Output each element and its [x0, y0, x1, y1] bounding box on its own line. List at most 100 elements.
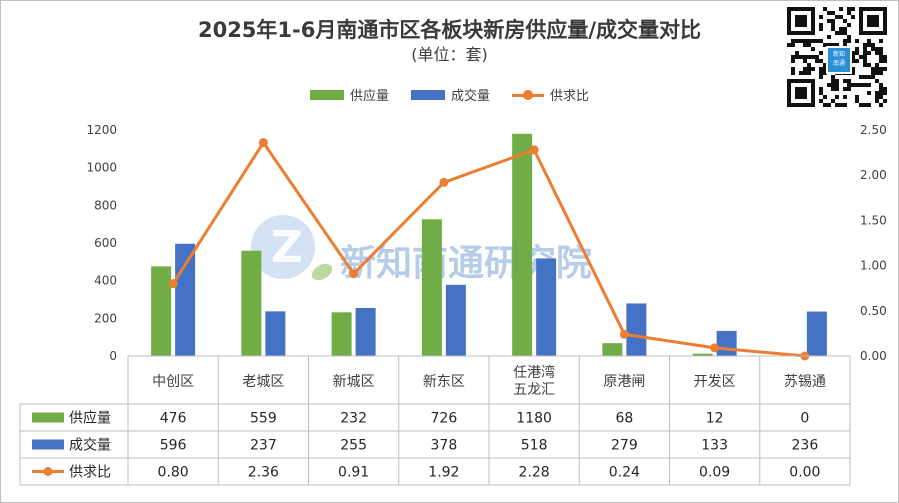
- qr-module: [863, 75, 867, 79]
- qr-module: [875, 51, 879, 55]
- qr-module: [835, 43, 839, 47]
- qr-module: [823, 95, 827, 99]
- row-label-supply: 供应量: [69, 410, 111, 427]
- table-cell: 0.91: [338, 465, 369, 481]
- qr-module: [791, 71, 795, 75]
- table-cell: 0.09: [699, 465, 730, 481]
- qr-module: [819, 59, 823, 63]
- qr-module: [883, 99, 887, 103]
- qr-module: [879, 95, 883, 99]
- qr-module: [819, 51, 823, 55]
- qr-module: [879, 67, 883, 71]
- qr-module: [843, 79, 847, 83]
- qr-module: [827, 83, 831, 87]
- qr-module: [835, 79, 839, 83]
- row-swatch-marker: [43, 467, 53, 476]
- qr-module: [843, 31, 847, 35]
- qr-module: [867, 39, 871, 43]
- qr-module: [795, 51, 799, 55]
- category-label: 中创区: [152, 374, 194, 390]
- qr-module: [835, 31, 839, 35]
- qr-module: [819, 75, 823, 79]
- qr-module: [831, 43, 835, 47]
- qr-module: [823, 43, 827, 47]
- qr-module: [827, 35, 831, 39]
- qr-module: [811, 55, 815, 59]
- watermark-logo-letter: Z: [271, 222, 303, 273]
- qr-module: [835, 95, 839, 99]
- bar-supply: [421, 219, 442, 356]
- qr-module: [855, 95, 859, 99]
- category-label: 老城区: [242, 374, 284, 390]
- watermark-leaf-icon: [311, 263, 333, 281]
- bar-supply: [241, 250, 262, 356]
- qr-module: [879, 83, 883, 87]
- y-left-tick-label: 1200: [86, 123, 117, 137]
- qr-module: [843, 19, 847, 23]
- watermark-logo-icon: [251, 215, 315, 279]
- qr-module: [823, 63, 827, 67]
- table-cell: 0.24: [609, 465, 640, 481]
- qr-module: [831, 83, 835, 87]
- qr-module: [819, 91, 823, 95]
- legend-swatch-deals: [410, 89, 445, 100]
- qr-module: [863, 63, 867, 67]
- qr-module: [831, 75, 835, 79]
- qr-module: [819, 71, 823, 75]
- qr-module: [799, 71, 803, 75]
- qr-module: [791, 67, 795, 71]
- qr-module: [871, 47, 875, 51]
- qr-module: [871, 71, 875, 75]
- ratio-marker: [710, 343, 720, 353]
- qr-module: [871, 67, 875, 71]
- qr-module: [823, 67, 827, 71]
- ratio-marker: [258, 138, 268, 148]
- qr-module: [883, 87, 887, 91]
- qr-module: [871, 75, 875, 79]
- category-label: 苏锡通: [784, 374, 826, 390]
- table-cell: 237: [250, 438, 277, 454]
- ratio-marker: [349, 269, 359, 279]
- table-cell: 68: [615, 411, 633, 427]
- qr-module: [803, 43, 807, 47]
- table-cell: 1180: [516, 411, 552, 427]
- qr-module: [859, 55, 863, 59]
- row-swatch: [32, 412, 64, 423]
- table-cell: 378: [431, 438, 458, 454]
- y-right-tick-label: 1.50: [860, 213, 887, 227]
- qr-module: [879, 39, 883, 43]
- qr-module: [847, 11, 851, 15]
- chart-subtitle: (单位：套): [411, 45, 488, 64]
- qr-module: [863, 47, 867, 51]
- table-cell: 236: [792, 438, 819, 454]
- row-swatch: [32, 439, 64, 450]
- qr-module: [839, 103, 843, 107]
- bar-supply: [331, 312, 352, 356]
- bar-deals: [536, 258, 557, 356]
- table-cell: 12: [706, 411, 724, 427]
- qr-module: [879, 51, 883, 55]
- table-cell: 0.00: [789, 465, 820, 481]
- category-label: 新东区: [423, 374, 465, 390]
- bar-supply: [512, 133, 533, 356]
- legend-swatch-ratio: [512, 89, 544, 100]
- qr-code: 新知 南通: [787, 7, 887, 107]
- qr-module: [851, 15, 855, 19]
- qr-module: [799, 55, 803, 59]
- table-cell: 232: [340, 411, 367, 427]
- qr-module: [839, 7, 843, 11]
- table-cell: 0.80: [158, 465, 189, 481]
- y-right-tick-label: 1.00: [860, 259, 887, 273]
- qr-module: [787, 43, 791, 47]
- qr-finder-core: [867, 15, 879, 27]
- bar-deals: [175, 243, 196, 356]
- bar-deals: [626, 303, 647, 356]
- qr-module: [795, 55, 799, 59]
- table-cell: 133: [701, 438, 728, 454]
- qr-module: [823, 71, 827, 75]
- table-cell: 255: [340, 438, 367, 454]
- y-right-tick-label: 2.50: [860, 123, 887, 137]
- qr-module: [807, 55, 811, 59]
- bar-deals: [355, 307, 376, 356]
- table-cell: 2.36: [248, 465, 279, 481]
